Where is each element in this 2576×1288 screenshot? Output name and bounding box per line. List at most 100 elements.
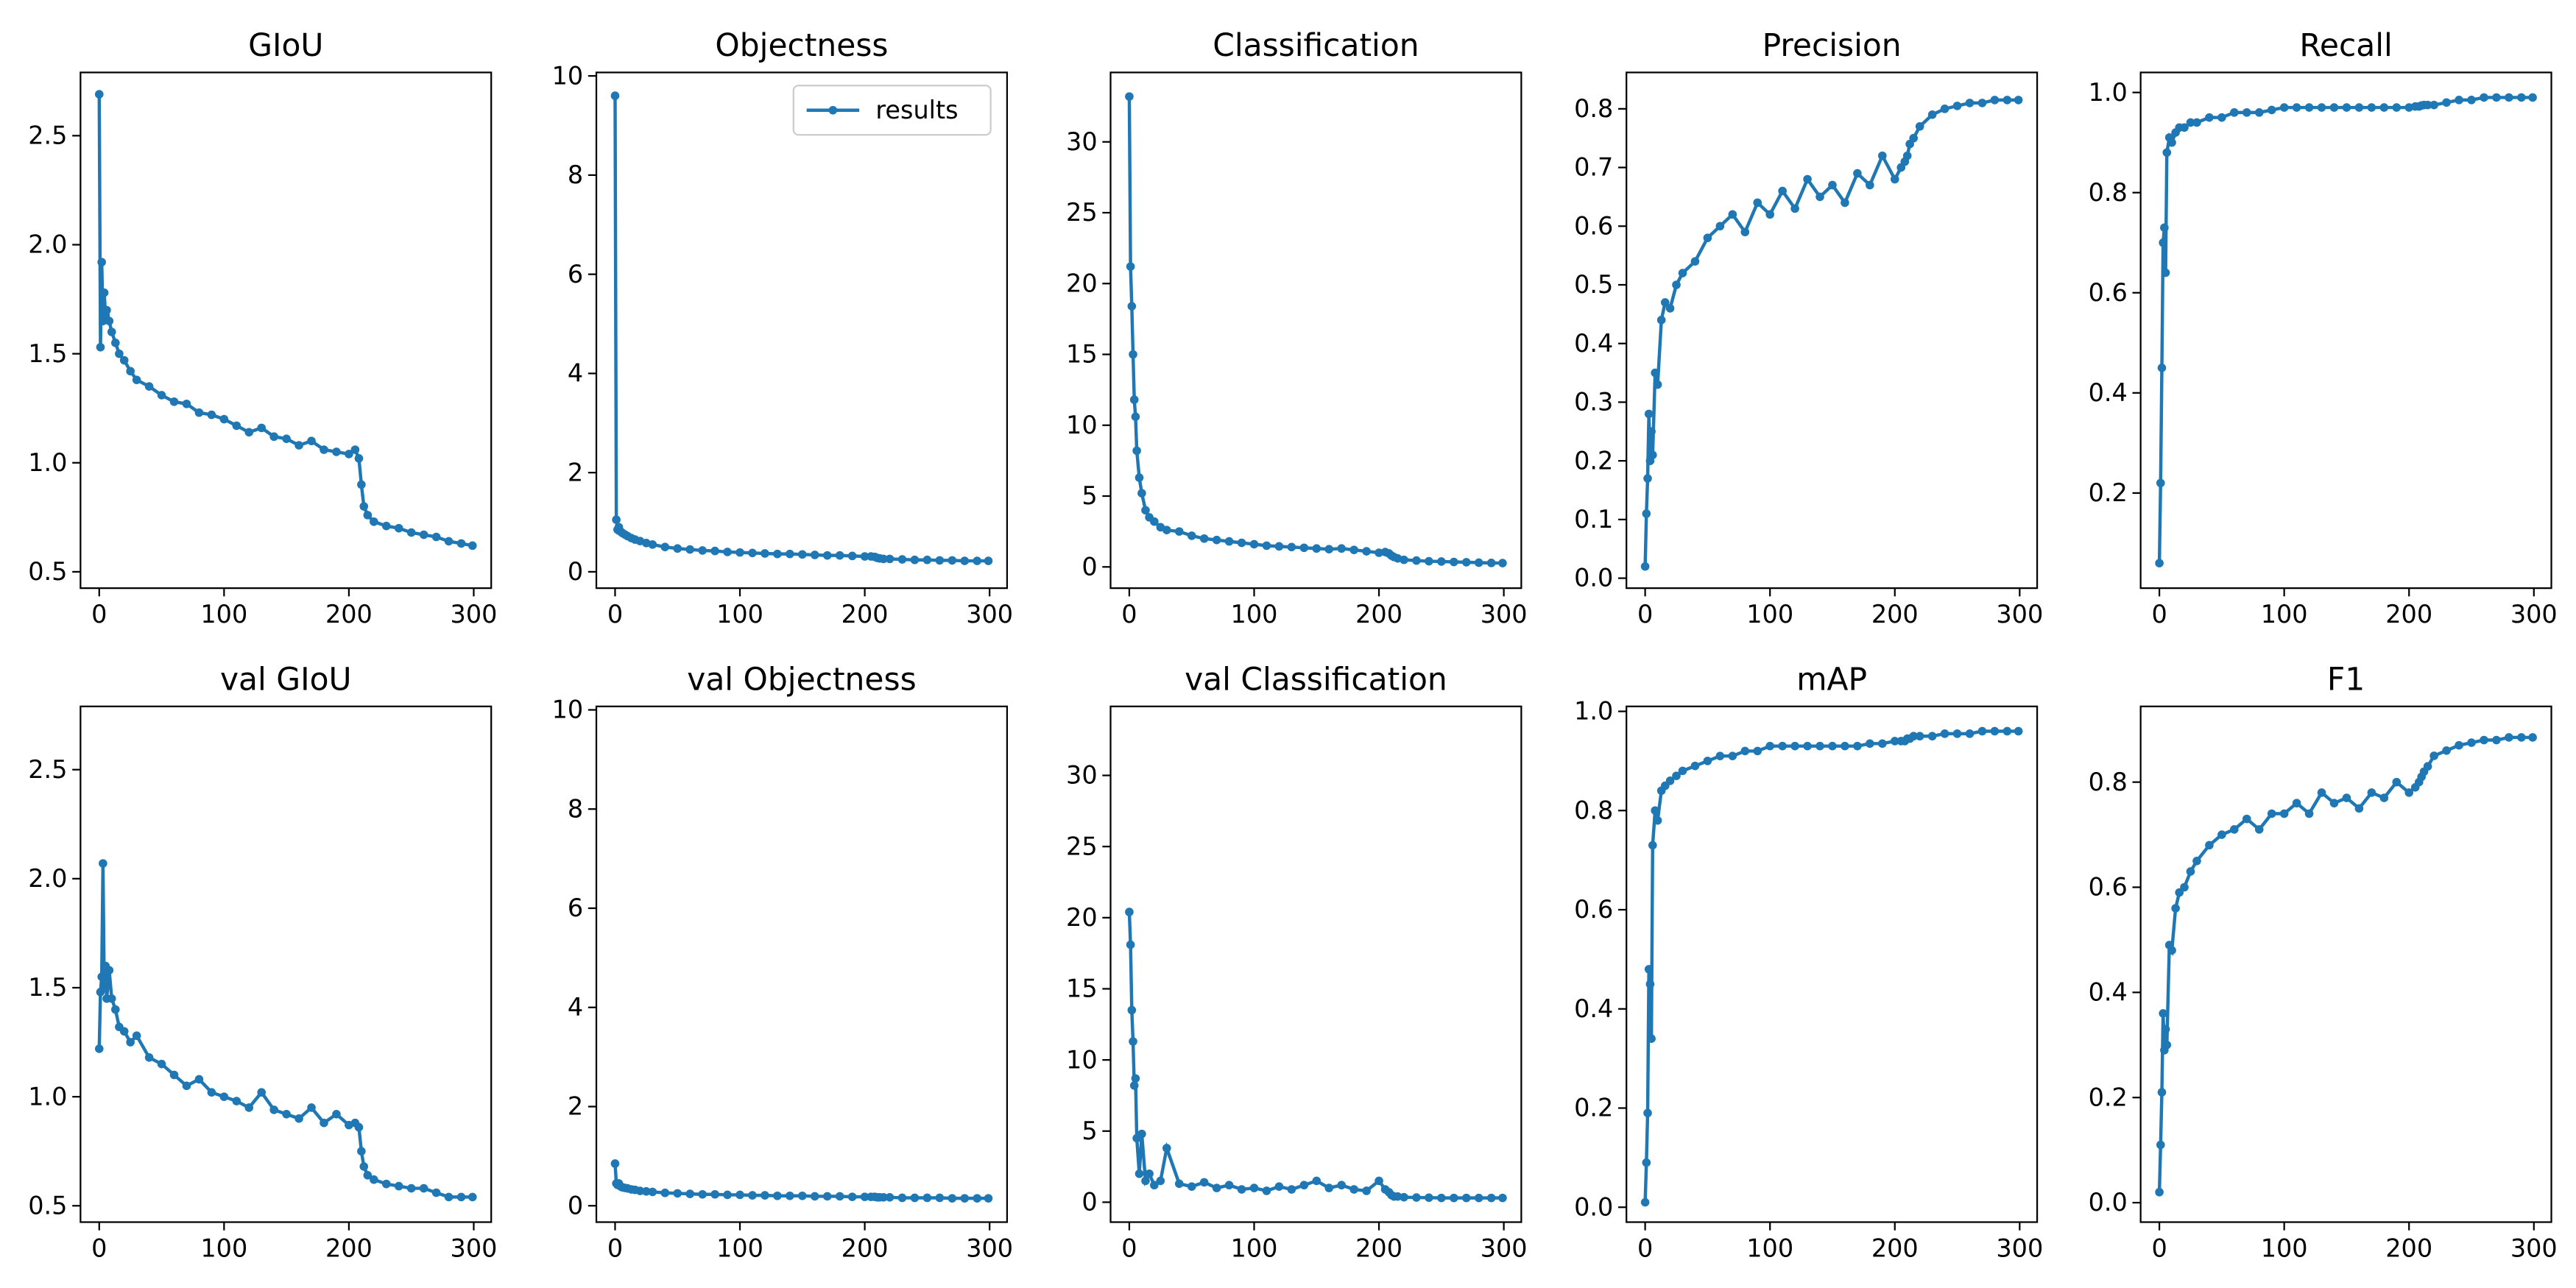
- marker: [2342, 793, 2351, 802]
- marker: [660, 1188, 670, 1197]
- marker: [885, 554, 894, 564]
- marker: [1156, 1176, 1165, 1186]
- x-tick-label: 0: [2151, 1234, 2167, 1262]
- marker: [467, 1192, 477, 1202]
- marker: [1740, 227, 1750, 237]
- marker: [2279, 103, 2289, 112]
- marker: [1642, 1158, 1651, 1167]
- marker: [1902, 151, 1912, 160]
- x-tick-label: 0: [1121, 600, 1137, 629]
- marker: [1665, 304, 1675, 313]
- marker: [1690, 761, 1700, 771]
- marker: [99, 859, 107, 868]
- marker: [99, 288, 109, 297]
- marker: [1337, 544, 1346, 553]
- panel: Classification 0 100 200 300 0 5 10 15 20 25 30: [1066, 27, 1528, 629]
- marker: [1940, 729, 1949, 738]
- marker: [107, 994, 116, 1003]
- marker: [1866, 739, 1874, 749]
- marker: [612, 515, 621, 524]
- marker: [1125, 92, 1134, 101]
- marker: [2254, 108, 2264, 117]
- marker: [1678, 766, 1687, 776]
- y-tick-label: 0.8: [1574, 94, 1613, 123]
- marker: [860, 552, 869, 561]
- marker: [1965, 729, 1975, 738]
- marker: [610, 91, 620, 100]
- marker: [2404, 788, 2414, 797]
- marker: [320, 445, 328, 454]
- marker: [2423, 762, 2432, 771]
- legend-label: results: [875, 96, 958, 124]
- x-tick-label: 0: [607, 600, 623, 629]
- marker: [847, 551, 857, 561]
- marker: [294, 1114, 303, 1123]
- marker: [1647, 427, 1656, 436]
- marker: [1437, 1193, 1446, 1203]
- marker: [1915, 121, 1924, 131]
- marker: [960, 1194, 970, 1203]
- marker: [735, 1190, 744, 1200]
- marker: [2217, 113, 2226, 122]
- marker: [1131, 1074, 1140, 1083]
- marker: [2155, 559, 2164, 567]
- marker: [244, 428, 254, 437]
- y-tick-label: 0.8: [2089, 768, 2128, 796]
- marker: [381, 521, 391, 531]
- y-tick-label: 0.4: [1574, 994, 1613, 1023]
- marker: [1474, 558, 1483, 567]
- marker: [1362, 1186, 1371, 1195]
- marker: [710, 546, 719, 556]
- marker: [1644, 965, 1654, 974]
- marker: [648, 540, 657, 549]
- chart-title: F1: [2327, 661, 2365, 697]
- y-tick-label: 0: [1081, 552, 1097, 581]
- marker: [960, 556, 970, 565]
- marker: [97, 258, 106, 266]
- marker: [1952, 102, 1962, 110]
- panel: Recall 0 100 200 300 0.2 0.4 0.6 0.8 1.0: [2089, 27, 2558, 629]
- marker: [2230, 108, 2239, 117]
- marker: [359, 502, 369, 511]
- marker: [935, 1193, 945, 1203]
- marker: [1145, 1169, 1154, 1178]
- y-tick-label: 0.2: [2089, 478, 2128, 507]
- marker: [1312, 544, 1321, 553]
- marker: [406, 1183, 416, 1193]
- marker: [1778, 186, 1787, 196]
- y-tick-label: 0.6: [2089, 278, 2128, 307]
- y-tick-label: 1.0: [28, 1082, 67, 1111]
- y-tick-label: 4: [568, 359, 583, 388]
- marker: [1349, 545, 1358, 554]
- marker: [1915, 732, 1924, 741]
- marker: [1126, 262, 1135, 271]
- marker: [1299, 1181, 1309, 1190]
- marker: [2254, 825, 2264, 834]
- marker: [2186, 118, 2195, 127]
- y-tick-label: 1.0: [2089, 78, 2128, 107]
- marker: [748, 1191, 757, 1200]
- y-tick-label: 0.4: [2089, 378, 2128, 407]
- marker: [1878, 739, 1887, 749]
- x-tick-label: 100: [200, 600, 247, 629]
- marker: [1312, 1176, 1321, 1186]
- marker: [648, 1187, 657, 1197]
- marker: [182, 1081, 191, 1091]
- marker: [1150, 517, 1159, 526]
- marker: [973, 556, 982, 565]
- marker: [1715, 751, 1725, 760]
- marker: [2392, 103, 2402, 112]
- marker: [394, 523, 403, 533]
- y-tick-label: 0.0: [2089, 1188, 2128, 1217]
- x-tick-label: 0: [2151, 600, 2167, 629]
- marker: [2157, 1088, 2167, 1097]
- panel: val Classification 0 100 200 300 0 5 10 15 20 25 30: [1066, 661, 1528, 1262]
- y-tick-label: 10: [552, 61, 584, 90]
- marker: [1274, 542, 1284, 551]
- marker: [194, 408, 204, 417]
- marker: [1127, 302, 1137, 311]
- marker: [2455, 740, 2463, 750]
- marker: [1815, 741, 1824, 751]
- x-tick-label: 100: [200, 1234, 247, 1262]
- marker: [2292, 799, 2301, 808]
